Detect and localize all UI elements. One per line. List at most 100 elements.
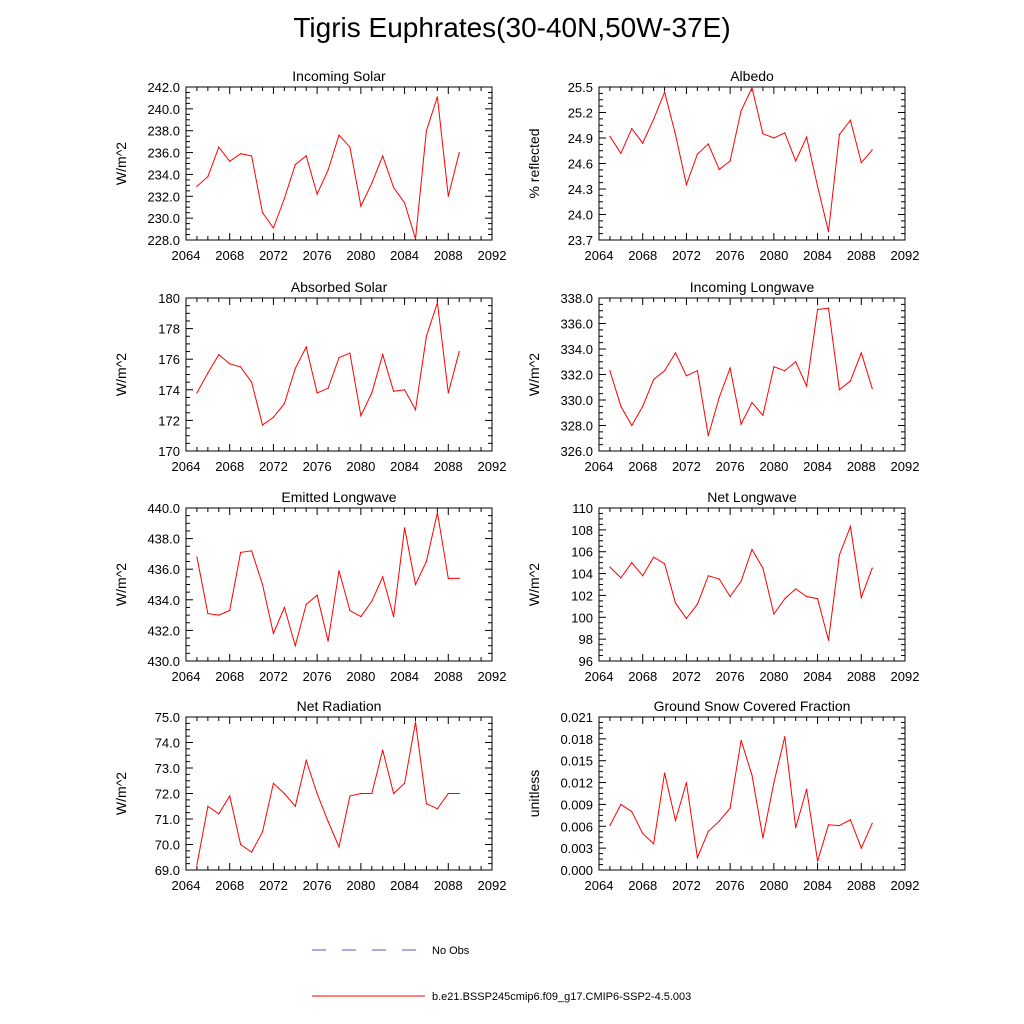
x-tick-label: 2084 xyxy=(390,878,419,893)
data-point xyxy=(360,792,362,795)
data-point xyxy=(382,576,384,578)
x-tick-label: 2076 xyxy=(303,878,332,893)
x-tick-label: 2076 xyxy=(303,669,332,684)
data-point xyxy=(631,562,633,564)
data-point xyxy=(349,795,351,797)
data-point xyxy=(762,414,764,416)
plot-frame xyxy=(598,86,906,241)
data-point xyxy=(762,567,764,569)
data-point xyxy=(806,385,808,387)
chart-panel-5: 2064 2068 2072 2076 2080 2084 2088 2092 430.0 432… xyxy=(113,489,506,684)
y-tick-label: 75.0 xyxy=(155,710,180,725)
data-point xyxy=(382,354,384,356)
data-point xyxy=(838,554,841,556)
data-point xyxy=(207,805,209,807)
data-point xyxy=(403,527,406,529)
data-point xyxy=(729,595,731,598)
y-tick-label: 0.009 xyxy=(560,797,593,812)
chart-panel-8: 2064 2068 2072 2076 2080 2084 2088 2092 0.000 0.0… xyxy=(526,698,919,893)
data-point xyxy=(294,805,296,807)
data-point xyxy=(685,184,688,186)
chart-panel-7: 2064 2068 2072 2076 2080 2084 2088 2092 69.0 70.0… xyxy=(113,698,506,893)
data-point xyxy=(740,110,742,112)
y-tick-label: 0.012 xyxy=(560,776,593,791)
y-tick-label: 336.0 xyxy=(560,317,593,332)
data-point xyxy=(393,390,395,392)
data-point xyxy=(751,401,753,404)
plot-frame xyxy=(185,507,493,662)
data-point xyxy=(631,424,633,427)
data-point xyxy=(806,595,808,598)
x-tick-label: 2072 xyxy=(259,878,288,893)
data-point xyxy=(827,307,830,309)
x-tick-label: 2080 xyxy=(759,248,788,263)
data-point xyxy=(663,772,666,774)
data-point xyxy=(261,212,264,214)
y-tick-label: 338.0 xyxy=(560,291,593,306)
plot-frame xyxy=(598,297,906,452)
data-point xyxy=(327,820,329,823)
x-tick-label: 2092 xyxy=(891,248,920,263)
data-point xyxy=(674,134,677,136)
data-point xyxy=(207,176,209,178)
y-tick-label: 230.0 xyxy=(147,211,180,226)
data-point xyxy=(371,392,373,394)
data-point xyxy=(360,616,362,618)
data-point xyxy=(229,160,231,162)
y-tick-label: 334.0 xyxy=(560,342,593,357)
plot-frame xyxy=(185,86,493,241)
panel-title: Albedo xyxy=(730,68,774,84)
series-line xyxy=(609,524,873,641)
x-tick-label: 2080 xyxy=(759,878,788,893)
y-axis-label: W/m^2 xyxy=(113,142,129,185)
data-point xyxy=(458,577,460,579)
x-tick-label: 2064 xyxy=(585,669,614,684)
data-point xyxy=(849,819,851,821)
x-tick-label: 2068 xyxy=(215,878,244,893)
x-tick-label: 2076 xyxy=(716,459,745,474)
x-tick-label: 2068 xyxy=(628,248,657,263)
data-point xyxy=(250,381,253,383)
data-point xyxy=(762,837,764,839)
data-point xyxy=(196,392,198,394)
data-point xyxy=(784,132,786,134)
x-tick-label: 2072 xyxy=(672,248,701,263)
data-point xyxy=(240,551,242,553)
y-tick-label: 0.018 xyxy=(560,732,593,747)
data-point xyxy=(751,548,753,551)
data-point xyxy=(458,151,460,154)
x-tick-label: 2068 xyxy=(215,459,244,474)
data-point xyxy=(196,185,198,188)
data-point xyxy=(653,556,655,558)
panel-title: Net Radiation xyxy=(297,698,382,714)
data-point xyxy=(729,160,731,162)
y-tick-label: 25.5 xyxy=(568,80,593,95)
y-tick-label: 172 xyxy=(158,413,180,428)
data-point xyxy=(425,560,428,563)
y-tick-label: 326.0 xyxy=(560,444,593,459)
x-tick-label: 2072 xyxy=(259,459,288,474)
data-point xyxy=(784,370,786,372)
data-point xyxy=(447,392,449,394)
y-axis-label: % reflected xyxy=(526,128,542,198)
series-line xyxy=(196,722,460,865)
data-point xyxy=(795,588,797,590)
x-tick-label: 2080 xyxy=(346,878,375,893)
data-point xyxy=(218,614,220,616)
data-point xyxy=(795,827,797,829)
data-point xyxy=(849,380,851,382)
data-point xyxy=(707,830,709,832)
data-point xyxy=(642,832,644,835)
data-point xyxy=(272,416,275,418)
data-point xyxy=(620,803,622,806)
data-point xyxy=(718,820,720,822)
y-tick-label: 102 xyxy=(571,588,593,603)
y-tick-label: 73.0 xyxy=(155,761,180,776)
data-point xyxy=(327,169,329,171)
data-point xyxy=(838,824,841,827)
x-tick-label: 2092 xyxy=(478,878,507,893)
data-point xyxy=(393,186,395,189)
data-point xyxy=(338,846,340,848)
data-point xyxy=(240,366,242,368)
x-tick-label: 2072 xyxy=(672,878,701,893)
